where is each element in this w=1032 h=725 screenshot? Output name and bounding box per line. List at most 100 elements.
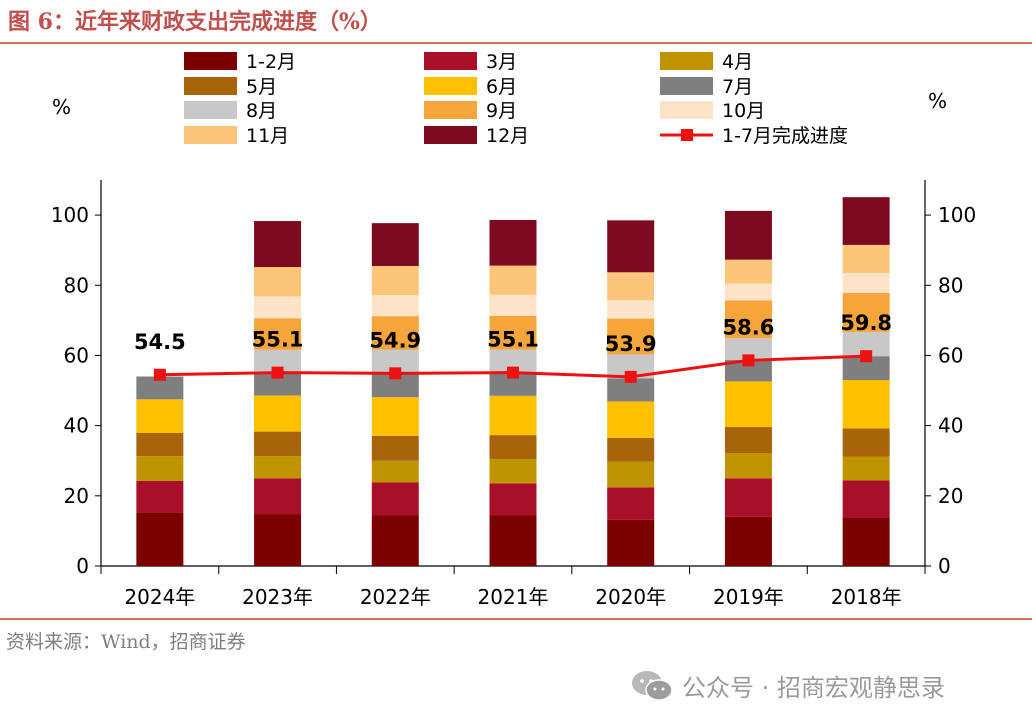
y-tick-label-left-80: 80 bbox=[64, 273, 89, 297]
bar-7-seg-8 bbox=[842, 292, 890, 332]
bar-4-seg-8 bbox=[489, 315, 537, 350]
y-tick-label-right-80: 80 bbox=[938, 273, 963, 297]
legend-swatch-8 bbox=[424, 101, 477, 119]
progress-label-7: 59.8 bbox=[840, 311, 892, 335]
legend-line-marker bbox=[681, 129, 693, 141]
legend-label-2: 3月 bbox=[486, 51, 517, 73]
progress-marker-7 bbox=[860, 350, 873, 363]
bar-7-seg-5 bbox=[842, 380, 890, 429]
bar-7-seg-9 bbox=[842, 272, 890, 293]
bar-2-seg-3 bbox=[254, 456, 302, 479]
legend-label-8: 9月 bbox=[486, 100, 517, 122]
bar-4-seg-5 bbox=[489, 395, 537, 436]
bar-6-seg-8 bbox=[724, 300, 772, 339]
bar-1-seg-1 bbox=[136, 512, 184, 566]
figure-title: 图 6：近年来财政支出完成进度（%） bbox=[8, 9, 382, 35]
progress-marker-5 bbox=[624, 370, 637, 383]
bar-2-seg-10 bbox=[254, 267, 302, 297]
x-tick-label-6: 2019年 bbox=[713, 585, 784, 609]
bar-1-seg-3 bbox=[136, 456, 184, 481]
watermark-text: 公众号 · 招商宏观静思录 bbox=[682, 674, 945, 702]
legend-swatch-10 bbox=[184, 126, 237, 144]
stacked-bar-chart: 1-2月 3月 4月 5月 6月 7月 8月 9月 10月 11月 12月 1-7月完成进度% % 0 0 2… bbox=[51, 51, 976, 609]
bar-4-seg-1 bbox=[489, 515, 537, 566]
bar-2-seg-2 bbox=[254, 478, 302, 515]
bar-2-seg-11 bbox=[254, 221, 302, 268]
bar-3-seg-5 bbox=[371, 397, 419, 436]
legend-swatch-1 bbox=[184, 52, 237, 70]
bar-1-seg-2 bbox=[136, 480, 184, 513]
progress-marker-4 bbox=[507, 366, 519, 379]
bar-2-seg-9 bbox=[254, 296, 302, 319]
legend-swatch-11 bbox=[424, 126, 477, 144]
bar-3-seg-10 bbox=[371, 265, 419, 296]
bar-2-seg-7 bbox=[254, 349, 302, 373]
bar-4-seg-9 bbox=[489, 294, 537, 316]
bar-6-seg-3 bbox=[724, 453, 772, 479]
legend-swatch-7 bbox=[184, 101, 237, 119]
bar-3-seg-4 bbox=[371, 435, 419, 461]
bar-2-seg-1 bbox=[254, 514, 302, 566]
legend-swatch-4 bbox=[184, 77, 237, 95]
bar-5-seg-5 bbox=[607, 401, 655, 438]
bar-5-seg-10 bbox=[607, 272, 655, 301]
legend-swatch-5 bbox=[424, 77, 477, 95]
bar-4-seg-11 bbox=[489, 220, 537, 266]
bar-6-seg-2 bbox=[724, 478, 772, 517]
x-tick-label-4: 2021年 bbox=[478, 585, 549, 609]
bar-4-seg-2 bbox=[489, 483, 537, 516]
bar-2-seg-8 bbox=[254, 318, 302, 350]
bar-7-seg-11 bbox=[842, 197, 890, 245]
legend-swatch-9 bbox=[660, 101, 713, 119]
bar-3-seg-9 bbox=[371, 295, 419, 317]
bar-5-seg-4 bbox=[607, 437, 655, 462]
y-tick-label-right-40: 40 bbox=[938, 414, 963, 438]
legend-label-7: 8月 bbox=[246, 100, 277, 122]
legend-swatch-3 bbox=[660, 52, 713, 70]
y-tick-label-right-100: 100 bbox=[938, 203, 976, 227]
bar-6-seg-5 bbox=[724, 381, 772, 428]
bar-1-seg-5 bbox=[136, 399, 184, 434]
y-tick-label-left-0: 0 bbox=[76, 554, 89, 578]
y-tick-label-right-60: 60 bbox=[938, 343, 963, 367]
bar-7-seg-2 bbox=[842, 480, 890, 518]
bar-5-seg-6 bbox=[607, 378, 655, 402]
y-axis-unit-right: % bbox=[928, 89, 947, 113]
legend-label-10: 11月 bbox=[246, 125, 289, 147]
x-tick-label-1: 2024年 bbox=[124, 585, 195, 609]
bottom-divider bbox=[0, 618, 1032, 620]
legend-label-line: 1-7月完成进度 bbox=[722, 125, 848, 147]
top-divider bbox=[0, 42, 1032, 44]
bar-1-seg-6 bbox=[136, 376, 184, 400]
bar-2-seg-5 bbox=[254, 395, 302, 432]
x-tick-label-2: 2023年 bbox=[242, 585, 313, 609]
bar-6-seg-10 bbox=[724, 259, 772, 284]
legend-label-6: 7月 bbox=[722, 76, 753, 98]
bar-2-seg-4 bbox=[254, 431, 302, 457]
progress-label-4: 55.1 bbox=[487, 328, 539, 352]
bar-4-seg-10 bbox=[489, 265, 537, 295]
progress-label-5: 53.9 bbox=[605, 332, 657, 356]
progress-marker-1 bbox=[153, 368, 166, 381]
bar-6-seg-4 bbox=[724, 427, 772, 454]
bar-7-seg-6 bbox=[842, 356, 890, 381]
bar-7-seg-3 bbox=[842, 456, 890, 481]
bar-5-seg-3 bbox=[607, 461, 655, 488]
x-tick-label-5: 2020年 bbox=[595, 585, 666, 609]
bar-6-seg-6 bbox=[724, 360, 772, 382]
bar-5-seg-9 bbox=[607, 300, 655, 319]
y-tick-label-left-20: 20 bbox=[64, 484, 89, 508]
bar-2-seg-6 bbox=[254, 372, 302, 396]
legend-label-9: 10月 bbox=[722, 100, 765, 122]
progress-label-1: 54.5 bbox=[134, 330, 186, 354]
bar-1-seg-4 bbox=[136, 433, 184, 457]
bar-5-seg-11 bbox=[607, 220, 655, 273]
y-tick-label-left-60: 60 bbox=[64, 343, 89, 367]
y-axis-unit-left: % bbox=[52, 95, 71, 119]
x-tick-label-3: 2022年 bbox=[360, 585, 431, 609]
bar-5-seg-7 bbox=[607, 354, 655, 379]
x-tick-label-7: 2018年 bbox=[831, 585, 902, 609]
bar-6-seg-9 bbox=[724, 283, 772, 301]
y-tick-label-right-20: 20 bbox=[938, 484, 963, 508]
bar-7-seg-1 bbox=[842, 517, 890, 566]
